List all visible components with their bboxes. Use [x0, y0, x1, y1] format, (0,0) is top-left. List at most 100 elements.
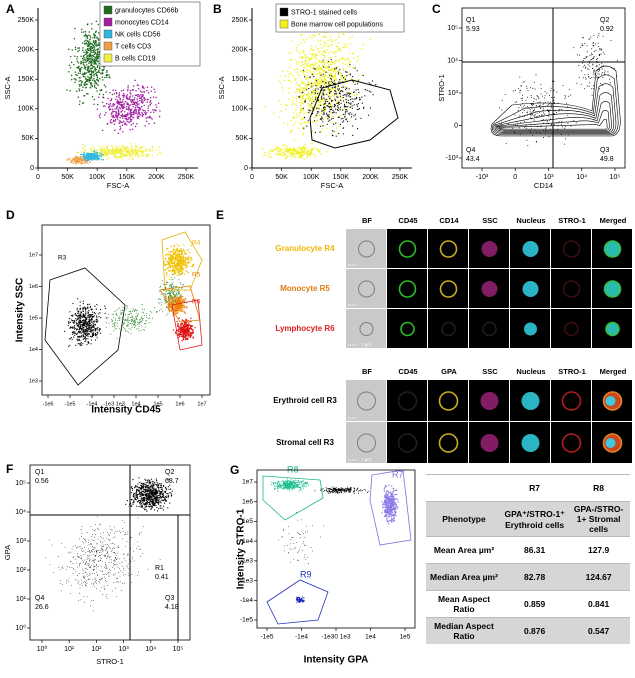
event-dot — [292, 149, 294, 151]
event-dot — [106, 77, 108, 79]
event-dot — [92, 146, 94, 148]
event-dot — [340, 97, 342, 99]
event-dot — [94, 315, 95, 316]
event-dot — [91, 57, 93, 59]
event-dot — [71, 79, 73, 81]
event-dot — [97, 329, 98, 330]
event-dot — [177, 244, 178, 245]
event-dot — [122, 95, 124, 97]
event-dot — [346, 99, 347, 100]
event-dot — [323, 104, 324, 105]
event-dot — [86, 329, 87, 330]
event-dot — [291, 51, 293, 53]
event-dot — [298, 128, 300, 130]
event-dot — [321, 124, 323, 126]
event-dot — [319, 81, 321, 83]
event-dot — [133, 123, 135, 125]
event-dot — [79, 323, 80, 324]
event-dot — [594, 77, 595, 78]
event-dot — [506, 143, 507, 144]
event-dot — [119, 316, 120, 317]
event-dot — [304, 94, 306, 96]
event-dot — [320, 126, 321, 127]
event-dot — [349, 88, 350, 89]
event-dot — [78, 311, 79, 312]
event-dot — [92, 326, 93, 327]
dot-cloud — [164, 244, 195, 280]
event-dot — [303, 108, 304, 109]
event-dot — [100, 153, 102, 155]
event-dot — [316, 75, 318, 77]
event-dot — [325, 36, 327, 38]
event-dot — [586, 79, 587, 80]
event-dot — [348, 95, 349, 96]
event-dot — [128, 322, 129, 323]
event-dot — [325, 80, 327, 82]
event-dot — [369, 82, 370, 83]
event-dot — [324, 57, 326, 59]
event-dot — [140, 91, 142, 93]
event-dot — [134, 112, 136, 114]
event-dot — [91, 328, 92, 329]
event-dot — [308, 105, 310, 107]
event-dot — [335, 78, 337, 80]
event-dot — [321, 109, 323, 111]
event-dot — [87, 80, 89, 82]
event-dot — [138, 313, 139, 314]
event-dot — [124, 322, 125, 323]
event-dot — [90, 153, 92, 155]
event-dot — [338, 81, 339, 82]
event-dot — [87, 331, 88, 332]
event-dot — [299, 91, 301, 93]
event-dot — [299, 152, 301, 154]
event-dot — [96, 73, 98, 75]
event-dot — [69, 318, 70, 319]
event-dot — [320, 67, 322, 69]
event-dot — [181, 288, 182, 289]
event-dot — [105, 156, 107, 158]
event-dot — [91, 23, 93, 25]
event-dot — [345, 94, 346, 95]
event-dot — [543, 108, 544, 109]
event-dot — [344, 116, 345, 117]
event-dot — [302, 127, 304, 128]
event-dot — [301, 101, 303, 103]
event-dot — [104, 151, 106, 153]
event-dot — [311, 92, 312, 93]
event-dot — [110, 103, 112, 105]
event-dot — [356, 94, 358, 96]
event-dot — [98, 39, 100, 41]
event-dot — [325, 65, 327, 67]
event-dot — [173, 268, 174, 269]
event-dot — [142, 304, 143, 305]
event-dot — [187, 271, 188, 272]
event-dot — [161, 304, 162, 305]
event-dot — [338, 103, 339, 104]
event-dot — [180, 259, 181, 260]
event-dot — [290, 120, 292, 122]
event-dot — [269, 153, 271, 155]
event-dot — [301, 155, 303, 157]
event-dot — [86, 64, 88, 66]
event-dot — [505, 94, 506, 95]
event-dot — [93, 63, 95, 65]
event-dot — [341, 118, 342, 119]
event-dot — [348, 93, 349, 94]
event-dot — [540, 84, 541, 85]
event-dot — [329, 98, 330, 99]
event-dot — [178, 245, 179, 246]
event-dot — [83, 320, 84, 321]
event-dot — [325, 82, 326, 83]
event-dot — [97, 84, 99, 86]
event-dot — [154, 307, 155, 308]
event-dot — [79, 77, 81, 79]
event-dot — [74, 38, 76, 40]
event-dot — [149, 318, 150, 319]
event-dot — [573, 120, 574, 121]
event-dot — [134, 324, 135, 325]
event-dot — [116, 328, 117, 329]
event-dot — [123, 121, 125, 123]
event-dot — [174, 262, 175, 263]
event-dot — [335, 100, 336, 101]
event-dot — [543, 115, 544, 116]
